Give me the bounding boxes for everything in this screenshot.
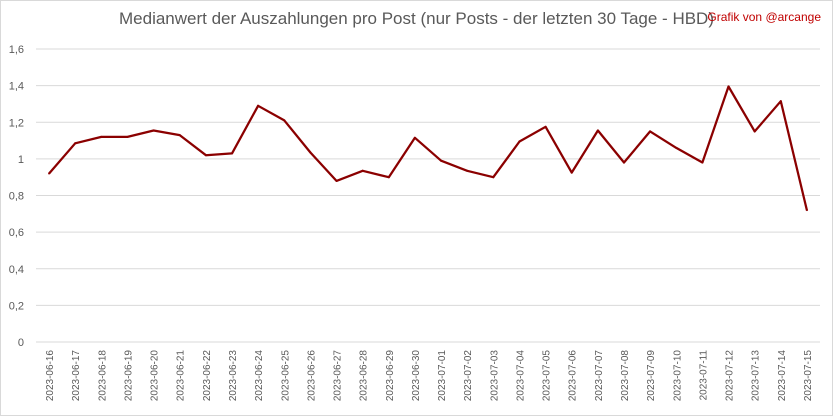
y-tick-label: 1,6 (9, 44, 24, 56)
y-tick-label: 1,4 (9, 81, 24, 93)
data-point (100, 135, 103, 138)
y-tick-label: 0 (18, 337, 24, 349)
y-axis-ticks: 0 0,2 0,4 0,6 0,8 1 1,2 1,4 1,6 (9, 44, 24, 349)
data-point (309, 151, 312, 154)
data-point (466, 169, 469, 172)
data-point (178, 134, 181, 137)
x-tick-label: 2023-06-18 (97, 350, 108, 402)
y-tick-label: 0,4 (9, 264, 24, 276)
x-tick-label: 2023-07-04 (515, 350, 526, 402)
series-line (48, 85, 808, 211)
y-tick-label: 0,2 (9, 300, 24, 312)
data-point (596, 129, 599, 132)
data-point (544, 125, 547, 128)
x-tick-label: 2023-07-07 (594, 350, 605, 402)
chart-title: Medianwert der Auszahlungen pro Post (nu… (119, 9, 714, 28)
x-tick-label: 2023-07-09 (646, 350, 657, 402)
x-tick-label: 2023-07-13 (751, 350, 762, 402)
x-tick-label: 2023-07-10 (672, 350, 683, 402)
x-tick-label: 2023-06-22 (202, 350, 213, 402)
y-tick-label: 1,2 (9, 117, 24, 129)
x-tick-label: 2023-06-24 (254, 350, 265, 402)
data-point (335, 179, 338, 182)
x-tick-label: 2023-06-21 (176, 350, 187, 402)
x-tick-label: 2023-07-01 (437, 350, 448, 402)
y-tick-label: 1 (18, 154, 24, 166)
x-tick-label: 2023-07-08 (620, 350, 631, 402)
data-point (649, 130, 652, 133)
x-tick-label: 2023-06-19 (123, 350, 134, 402)
y-tick-label: 0,8 (9, 191, 24, 203)
data-point (623, 161, 625, 164)
x-tick-label: 2023-06-30 (411, 350, 422, 402)
data-point (126, 135, 129, 138)
x-tick-label: 2023-06-27 (333, 350, 344, 402)
data-point (727, 85, 730, 88)
data-point (518, 140, 521, 143)
x-tick-label: 2023-06-20 (150, 350, 161, 402)
x-tick-label: 2023-06-16 (45, 350, 56, 402)
data-point (570, 171, 573, 174)
gridlines (36, 48, 820, 343)
series (48, 85, 808, 212)
data-point (257, 104, 260, 107)
data-point (231, 152, 233, 155)
x-tick-label: 2023-06-17 (71, 350, 82, 402)
x-tick-label: 2023-07-03 (489, 350, 500, 402)
data-point (204, 154, 207, 157)
data-point (701, 161, 704, 164)
data-point (675, 146, 678, 149)
x-tick-label: 2023-07-12 (725, 350, 736, 402)
data-point (74, 142, 77, 145)
x-tick-label: 2023-07-11 (698, 350, 709, 401)
data-point (805, 209, 808, 212)
x-tick-label: 2023-07-02 (463, 350, 474, 402)
x-tick-label: 2023-07-06 (568, 350, 579, 402)
data-point (779, 100, 782, 103)
data-point (152, 129, 155, 132)
y-tick-label: 0,6 (9, 227, 24, 239)
data-point (753, 130, 756, 133)
x-tick-label: 2023-06-29 (385, 350, 396, 402)
data-point (413, 136, 416, 139)
data-point (387, 176, 390, 179)
x-tick-label: 2023-06-28 (359, 350, 370, 402)
x-tick-label: 2023-06-26 (306, 350, 317, 402)
x-tick-label: 2023-07-14 (777, 350, 788, 402)
data-point (361, 169, 364, 172)
chart-credit: Grafik von @arcange (707, 10, 821, 24)
data-point (492, 176, 495, 179)
x-tick-label: 2023-06-25 (280, 350, 291, 402)
data-point (48, 172, 51, 175)
data-point (283, 119, 286, 122)
data-point (440, 159, 443, 162)
x-tick-label: 2023-07-15 (803, 350, 814, 402)
x-tick-label: 2023-06-23 (228, 350, 239, 402)
x-tick-label: 2023-07-05 (542, 350, 553, 402)
x-axis-ticks: 2023-06-16 2023-06-17 2023-06-18 2023-06-19… (45, 350, 814, 402)
